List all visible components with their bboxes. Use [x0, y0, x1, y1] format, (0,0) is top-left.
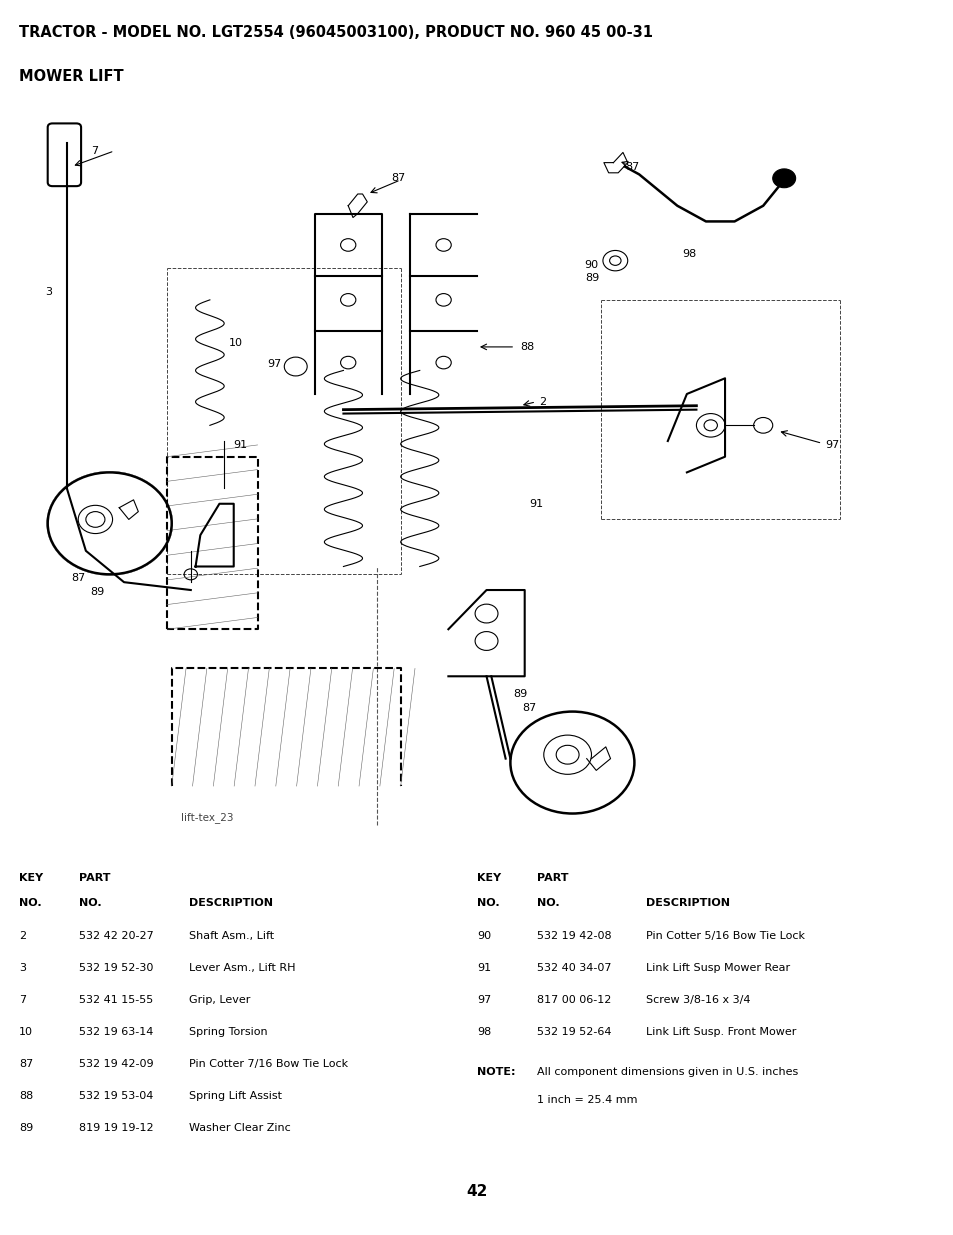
- Text: KEY: KEY: [476, 873, 500, 883]
- Text: 2: 2: [538, 396, 545, 406]
- Text: 90: 90: [583, 259, 598, 269]
- Text: NO.: NO.: [78, 898, 101, 908]
- Text: PART: PART: [536, 873, 567, 883]
- Text: Link Lift Susp Mower Rear: Link Lift Susp Mower Rear: [646, 963, 790, 973]
- Text: 817 00 06-12: 817 00 06-12: [536, 995, 610, 1005]
- Text: 89: 89: [513, 689, 527, 699]
- Circle shape: [510, 711, 634, 814]
- Text: 88: 88: [19, 1091, 33, 1100]
- Text: Grip, Lever: Grip, Lever: [189, 995, 250, 1005]
- Text: lift-tex_23: lift-tex_23: [181, 811, 233, 823]
- FancyBboxPatch shape: [48, 124, 81, 186]
- Circle shape: [48, 472, 172, 574]
- Text: 7: 7: [19, 995, 26, 1005]
- Text: 91: 91: [529, 499, 543, 509]
- Text: 87: 87: [19, 1058, 33, 1070]
- Text: Spring Torsion: Spring Torsion: [189, 1028, 267, 1037]
- Text: 91: 91: [476, 963, 491, 973]
- Text: 97: 97: [824, 440, 839, 450]
- Text: NO.: NO.: [536, 898, 558, 908]
- Text: 532 40 34-07: 532 40 34-07: [536, 963, 610, 973]
- Text: Link Lift Susp. Front Mower: Link Lift Susp. Front Mower: [646, 1028, 796, 1037]
- Text: 88: 88: [519, 342, 534, 352]
- Text: 3: 3: [19, 963, 26, 973]
- Text: Pin Cotter 7/16 Bow Tie Lock: Pin Cotter 7/16 Bow Tie Lock: [189, 1058, 347, 1070]
- Text: 532 19 53-04: 532 19 53-04: [78, 1091, 152, 1100]
- Text: 532 19 63-14: 532 19 63-14: [78, 1028, 152, 1037]
- Text: 98: 98: [476, 1028, 491, 1037]
- Text: Spring Lift Assist: Spring Lift Assist: [189, 1091, 281, 1100]
- Text: Shaft Asm., Lift: Shaft Asm., Lift: [189, 931, 274, 941]
- Text: 1 inch = 25.4 mm: 1 inch = 25.4 mm: [536, 1094, 637, 1104]
- Text: DESCRIPTION: DESCRIPTION: [646, 898, 730, 908]
- Circle shape: [772, 169, 795, 188]
- Text: NOTE:: NOTE:: [476, 1067, 515, 1077]
- Text: Pin Cotter 5/16 Bow Tie Lock: Pin Cotter 5/16 Bow Tie Lock: [646, 931, 804, 941]
- Text: 10: 10: [229, 338, 243, 348]
- Text: Lever Asm., Lift RH: Lever Asm., Lift RH: [189, 963, 294, 973]
- Text: 7: 7: [91, 146, 97, 156]
- Text: 90: 90: [476, 931, 491, 941]
- Text: 97: 97: [476, 995, 491, 1005]
- Text: 532 42 20-27: 532 42 20-27: [78, 931, 153, 941]
- Text: 10: 10: [19, 1028, 33, 1037]
- Text: PART: PART: [78, 873, 110, 883]
- Text: 89: 89: [19, 1123, 33, 1132]
- Text: 532 19 52-64: 532 19 52-64: [536, 1028, 610, 1037]
- Text: Washer Clear Zinc: Washer Clear Zinc: [189, 1123, 290, 1132]
- Text: 87: 87: [391, 173, 405, 183]
- Text: 3: 3: [46, 287, 52, 296]
- Text: 87: 87: [521, 703, 536, 713]
- Text: 97: 97: [267, 359, 281, 369]
- Text: TRACTOR - MODEL NO. LGT2554 (96045003100), PRODUCT NO. 960 45 00-31: TRACTOR - MODEL NO. LGT2554 (96045003100…: [19, 25, 653, 40]
- Text: 532 19 42-09: 532 19 42-09: [78, 1058, 153, 1070]
- Text: 87: 87: [624, 162, 639, 172]
- Text: 87: 87: [71, 573, 86, 583]
- Text: 532 19 42-08: 532 19 42-08: [536, 931, 611, 941]
- Text: 2: 2: [19, 931, 26, 941]
- Text: 819 19 19-12: 819 19 19-12: [78, 1123, 153, 1132]
- Text: 98: 98: [681, 249, 696, 259]
- Text: 532 41 15-55: 532 41 15-55: [78, 995, 152, 1005]
- Text: MOWER LIFT: MOWER LIFT: [19, 69, 124, 84]
- Text: 89: 89: [91, 587, 105, 597]
- Text: 89: 89: [584, 273, 598, 283]
- Text: Screw 3/8-16 x 3/4: Screw 3/8-16 x 3/4: [646, 995, 750, 1005]
- Text: NO.: NO.: [476, 898, 499, 908]
- Text: 42: 42: [466, 1184, 487, 1199]
- Text: 532 19 52-30: 532 19 52-30: [78, 963, 152, 973]
- Text: 91: 91: [233, 440, 248, 450]
- Text: NO.: NO.: [19, 898, 42, 908]
- Text: DESCRIPTION: DESCRIPTION: [189, 898, 273, 908]
- Text: All component dimensions given in U.S. inches: All component dimensions given in U.S. i…: [536, 1067, 797, 1077]
- Text: KEY: KEY: [19, 873, 43, 883]
